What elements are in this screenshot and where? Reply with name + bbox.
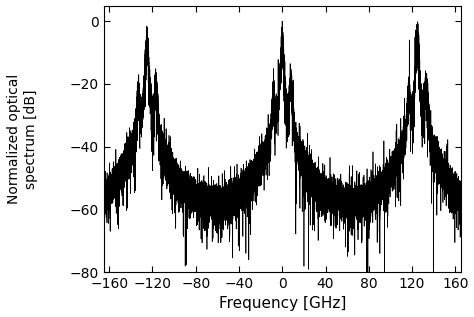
Y-axis label: Normalized optical
spectrum [dB]: Normalized optical spectrum [dB] [8,74,37,204]
X-axis label: Frequency [GHz]: Frequency [GHz] [219,296,346,311]
